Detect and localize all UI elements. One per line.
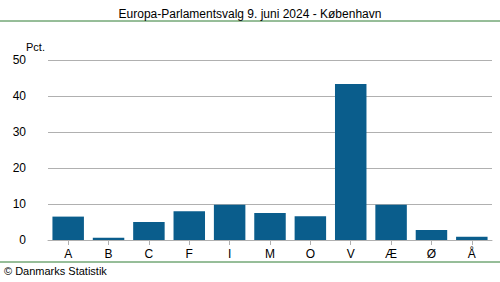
svg-text:A: A [64,247,72,261]
svg-text:Europa-Parlamentsvalg 9. juni: Europa-Parlamentsvalg 9. juni 2024 - Køb… [119,7,382,21]
svg-text:50: 50 [13,53,27,67]
svg-text:F: F [186,247,193,261]
svg-text:Å: Å [468,246,476,261]
svg-text:I: I [228,247,231,261]
svg-text:Æ: Æ [385,247,397,261]
svg-text:10: 10 [13,197,27,211]
svg-text:Ø: Ø [427,247,436,261]
svg-text:O: O [306,247,315,261]
svg-text:B: B [105,247,113,261]
svg-text:C: C [145,247,154,261]
svg-text:© Danmarks Statistik: © Danmarks Statistik [4,265,107,277]
svg-text:M: M [265,247,275,261]
svg-text:40: 40 [13,89,27,103]
svg-text:V: V [347,247,355,261]
svg-text:30: 30 [13,125,27,139]
svg-text:0: 0 [19,233,26,247]
svg-text:Pct.: Pct. [26,41,45,53]
svg-text:20: 20 [13,161,27,175]
